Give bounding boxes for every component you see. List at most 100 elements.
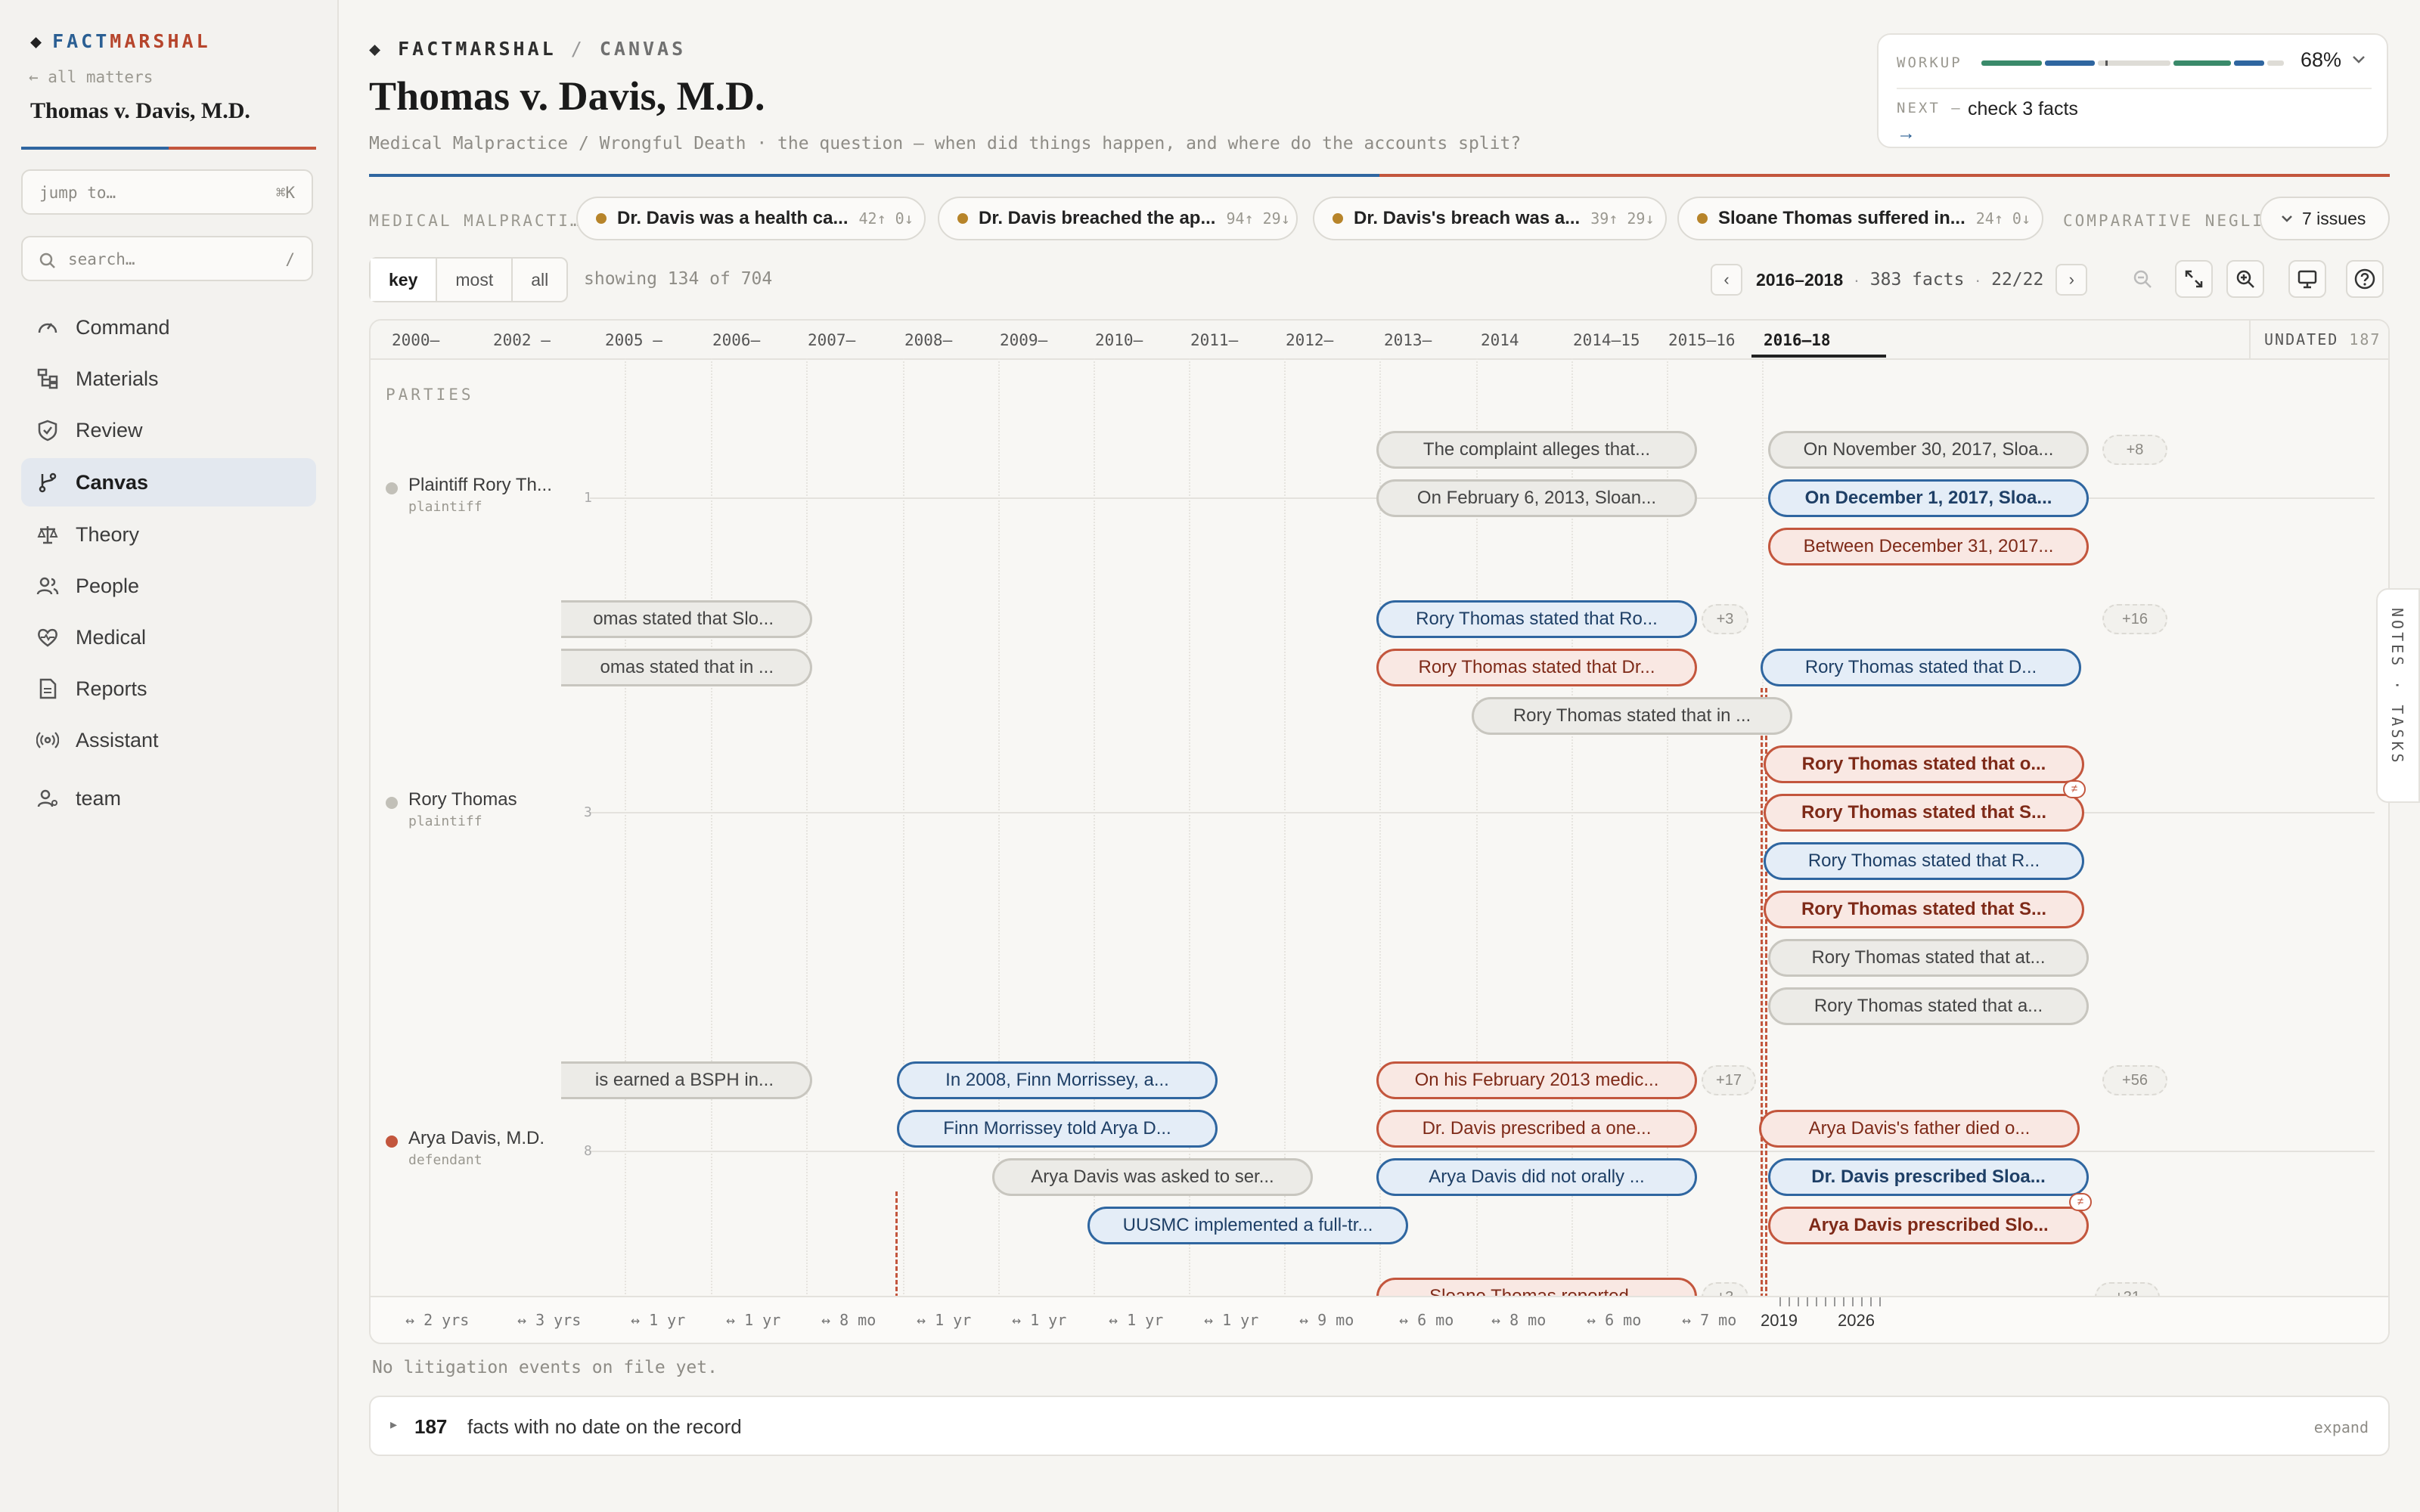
contradiction-flag-icon[interactable]: ≠	[2063, 780, 2086, 798]
page-title: Thomas v. Davis, M.D.	[369, 73, 765, 119]
year-tick[interactable]: 2009–	[1000, 331, 1048, 349]
workup-percent: 68%	[2301, 48, 2342, 71]
fact-pill[interactable]: omas stated that Slo...	[561, 600, 812, 638]
fact-pill[interactable]: Rory Thomas stated that at...	[1768, 939, 2089, 977]
year-tick[interactable]: 2010–	[1095, 331, 1143, 349]
fact-pill[interactable]: Between December 31, 2017...	[1768, 528, 2089, 565]
fact-pill[interactable]: Arya Davis did not orally ...	[1376, 1158, 1697, 1196]
fact-pill[interactable]: Rory Thomas stated that S...	[1764, 794, 2084, 832]
fact-pill[interactable]: omas stated that in ...	[561, 649, 812, 686]
search-input[interactable]: search… /	[21, 236, 313, 281]
fact-pill[interactable]: Dr. Davis prescribed a one...	[1376, 1110, 1697, 1148]
fact-pill[interactable]: On November 30, 2017, Sloa...	[1768, 431, 2089, 469]
nav-assistant[interactable]: Assistant	[21, 716, 316, 764]
gap-label: ↔ 3 yrs	[517, 1311, 582, 1329]
present-button[interactable]	[2288, 260, 2326, 298]
fact-pill[interactable]: Rory Thomas stated that S...	[1764, 891, 2084, 928]
range-facts: 383 facts	[1869, 270, 1965, 290]
more-facts-badge[interactable]: +17	[1702, 1065, 1756, 1095]
issue-chip[interactable]: Dr. Davis breached the ap... 94↑ 29↓	[938, 197, 1298, 240]
fact-pill[interactable]: Dr. Davis prescribed Sloa...	[1768, 1158, 2089, 1196]
issues-dropdown[interactable]: 7 issues	[2260, 197, 2390, 240]
prev-range-button[interactable]: ‹	[1711, 264, 1742, 296]
fact-pill[interactable]: Rory Thomas stated that a...	[1768, 987, 2089, 1025]
fact-pill[interactable]: The complaint alleges that...	[1376, 431, 1697, 469]
density-all[interactable]: all	[531, 270, 549, 290]
fact-pill[interactable]: Rory Thomas stated that o...	[1764, 745, 2084, 783]
fact-pill[interactable]: Rory Thomas stated that R...	[1764, 842, 2084, 880]
fact-pill[interactable]: In 2008, Finn Morrissey, a...	[897, 1061, 1218, 1099]
heart-pulse-icon	[38, 628, 57, 647]
arrow-right-icon[interactable]: →	[1897, 122, 1916, 144]
next-range-button[interactable]: ›	[2055, 264, 2088, 296]
more-facts-badge[interactable]: +56	[2102, 1065, 2167, 1095]
brand-logo[interactable]: ◆ FACTMARSHAL	[30, 30, 211, 52]
year-tick[interactable]: 2015–16	[1668, 331, 1736, 349]
timeline-canvas[interactable]: 2000– 2002 – 2005 – 2006– 2007– 2008– 20…	[369, 319, 2390, 1344]
fact-pill[interactable]: On his February 2013 medic...	[1376, 1061, 1697, 1099]
nav-people[interactable]: People	[21, 562, 316, 610]
year-tick[interactable]: 2002 –	[493, 331, 551, 349]
nav-canvas[interactable]: Canvas	[21, 458, 316, 507]
year-tick[interactable]: 2005 –	[605, 331, 662, 349]
more-facts-badge[interactable]: +3	[1702, 604, 1748, 634]
breadcrumb-home[interactable]: FACTMARSHAL	[398, 38, 557, 60]
issue-chip[interactable]: Dr. Davis's breach was a... 39↑ 29↓	[1313, 197, 1667, 240]
workup-panel[interactable]: WORKUP 68% NEXT – check 3 facts →	[1877, 33, 2388, 148]
expand-link[interactable]: expand	[2313, 1418, 2369, 1436]
people-icon	[36, 577, 59, 595]
fact-pill[interactable]: Rory Thomas stated that in ...	[1472, 697, 1792, 735]
density-most[interactable]: most	[437, 259, 513, 301]
nav-team[interactable]: team	[21, 774, 316, 823]
fact-pill[interactable]: Rory Thomas stated that D...	[1761, 649, 2081, 686]
column-line	[1189, 358, 1190, 1306]
more-facts-badge[interactable]: +8	[2102, 435, 2167, 465]
year-tick[interactable]: 2014–15	[1573, 331, 1640, 349]
fact-pill[interactable]: Finn Morrissey told Arya D...	[897, 1110, 1218, 1148]
year-tick[interactable]: 2000–	[392, 331, 440, 349]
zoom-out-button[interactable]	[2124, 260, 2161, 298]
year-tick[interactable]: 2011–	[1190, 331, 1239, 349]
issue-chip[interactable]: Sloane Thomas suffered in... 24↑ 0↓	[1677, 197, 2043, 240]
year-tick[interactable]: 2014	[1481, 331, 1519, 349]
year-tick[interactable]: 2013–	[1384, 331, 1432, 349]
year-tick[interactable]: 2006–	[712, 331, 761, 349]
fact-pill[interactable]: Rory Thomas stated that Dr...	[1376, 649, 1697, 686]
undated-facts-bar[interactable]: ▸ 187 facts with no date on the record e…	[369, 1396, 2390, 1456]
zoom-in-button[interactable]	[2226, 260, 2264, 298]
undated-column-header[interactable]: UNDATED 187	[2249, 321, 2388, 358]
year-tick[interactable]: 2007–	[808, 331, 856, 349]
fact-pill[interactable]: On December 1, 2017, Sloa...	[1768, 479, 2089, 517]
fact-pill[interactable]: On February 6, 2013, Sloan...	[1376, 479, 1697, 517]
chevron-down-icon[interactable]	[2352, 54, 2366, 65]
notes-tasks-tab[interactable]: NOTES · TASKS	[2376, 588, 2420, 803]
contradiction-flag-icon[interactable]: ≠	[2069, 1193, 2092, 1211]
fact-pill[interactable]: Arya Davis's father died o...	[1759, 1110, 2080, 1148]
fact-pill[interactable]: Arya Davis was asked to ser...	[992, 1158, 1313, 1196]
year-tick[interactable]: 2008–	[904, 331, 953, 349]
team-icon	[37, 789, 57, 807]
gap-label: ↔ 1 yr	[1109, 1311, 1164, 1329]
help-button[interactable]	[2346, 260, 2384, 298]
fact-pill[interactable]: Rory Thomas stated that Ro...	[1376, 600, 1697, 638]
next-action[interactable]: check 3 facts	[1968, 98, 2078, 119]
party-dot	[386, 797, 398, 809]
issue-chip[interactable]: Dr. Davis was a health ca... 42↑ 0↓	[576, 197, 926, 240]
nav-materials[interactable]: Materials	[21, 355, 316, 403]
all-matters-link[interactable]: ← all matters	[29, 68, 154, 86]
fact-pill[interactable]: is earned a BSPH in...	[561, 1061, 812, 1099]
fact-pill[interactable]: Arya Davis prescribed Slo...	[1768, 1207, 2089, 1244]
nav-reports[interactable]: Reports	[21, 665, 316, 713]
fact-pill[interactable]: UUSMC implemented a full-tr...	[1087, 1207, 1408, 1244]
fit-button[interactable]	[2175, 260, 2213, 298]
year-tick-selected[interactable]: 2016–18	[1764, 331, 1831, 349]
jump-to-input[interactable]: jump to… ⌘K	[21, 169, 313, 215]
more-facts-badge[interactable]: +16	[2102, 604, 2167, 634]
year-tick[interactable]: 2012–	[1286, 331, 1334, 349]
nav-command[interactable]: Command	[21, 303, 316, 352]
density-key[interactable]: key	[371, 259, 438, 301]
gap-label: ↔ 9 mo	[1299, 1311, 1354, 1329]
nav-review[interactable]: Review	[21, 406, 316, 454]
nav-medical[interactable]: Medical	[21, 613, 316, 662]
nav-theory[interactable]: Theory	[21, 510, 316, 559]
